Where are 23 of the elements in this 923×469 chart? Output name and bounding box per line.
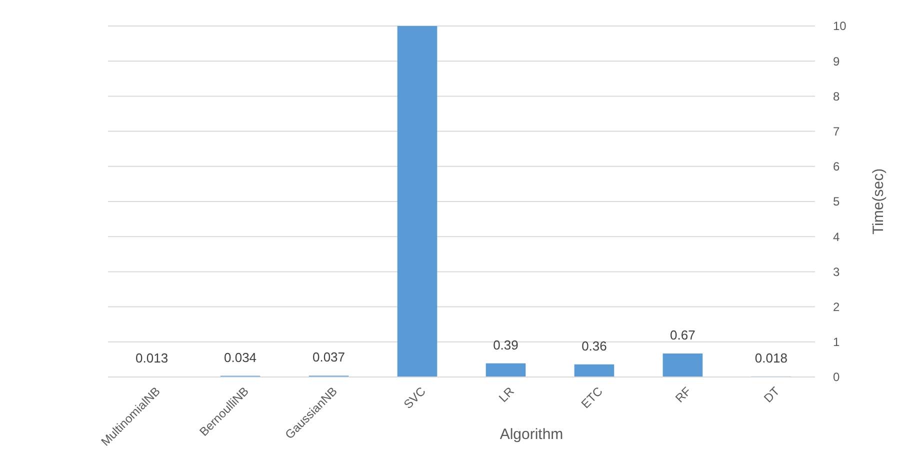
y-tick-label: 3 — [833, 264, 840, 279]
y-axis-title: Time(sec) — [870, 168, 887, 235]
y-tick-label: 1 — [833, 335, 840, 350]
data-label: 0.39 — [493, 337, 518, 352]
y-tick-label: 2 — [833, 300, 840, 314]
data-label: 0.67 — [670, 327, 696, 342]
data-label: 0.018 — [754, 350, 788, 366]
y-tick-label: 5 — [833, 194, 840, 209]
x-tick-label: LR — [496, 384, 518, 405]
data-label: 0.36 — [582, 338, 607, 354]
y-tick-label: 0 — [833, 370, 840, 384]
data-label: 0.013 — [136, 350, 168, 366]
data-label: 0.034 — [224, 350, 257, 365]
y-tick-label: 4 — [833, 230, 840, 244]
x-tick-label: RF — [672, 384, 694, 406]
y-tick-label: 7 — [833, 124, 840, 138]
y-tick-label: 10 — [833, 19, 847, 34]
x-axis-title: Algorithm — [500, 426, 564, 443]
y-tick-label: 9 — [833, 54, 840, 68]
data-label: 0.037 — [312, 350, 346, 365]
y-tick-label: 6 — [833, 160, 840, 174]
x-tick-label: DT — [761, 384, 783, 406]
y-tick-label: 8 — [833, 89, 840, 104]
